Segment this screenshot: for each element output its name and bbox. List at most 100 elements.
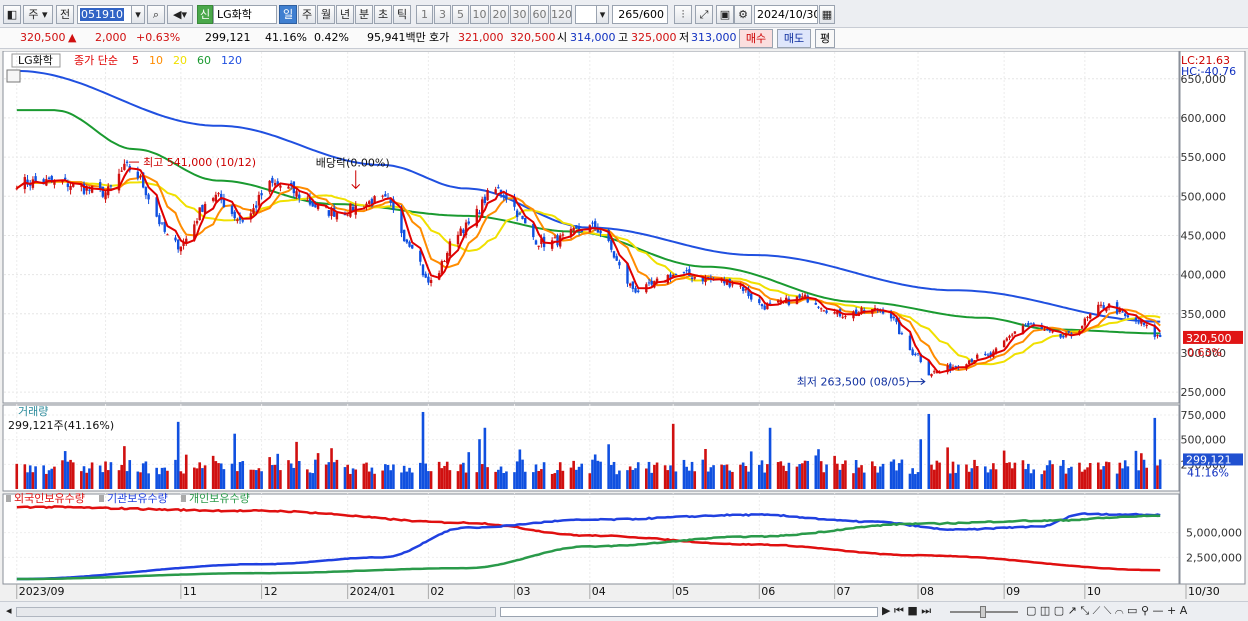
volume-bar — [324, 464, 328, 489]
candle-body — [914, 353, 917, 356]
stock-chart[interactable]: 650,000 600,000 550,000 500,000 450,000 400,0… — [0, 51, 1248, 601]
prev-button[interactable]: 전 — [56, 5, 74, 24]
candle-body — [287, 186, 290, 189]
count-field[interactable]: 265/600 — [612, 5, 668, 24]
volume-bar — [836, 463, 839, 489]
candle-body — [612, 251, 616, 258]
quote-bar: 320,500 ▲ 2,000 +0.63% 299,121 41.16% 0.… — [0, 28, 1248, 49]
candle-body — [682, 271, 686, 273]
volume-bar — [408, 467, 411, 489]
interval-button-6[interactable]: 60 — [530, 5, 549, 24]
candle-icon[interactable]: ⫶ — [674, 5, 692, 24]
candle-body — [637, 290, 640, 292]
scrollbar-track[interactable] — [16, 607, 496, 617]
calendar-icon[interactable]: ▦ — [819, 5, 835, 24]
nav-controls[interactable]: ▶ ⏮ ■ ⏭ — [882, 604, 932, 617]
interval-button-2[interactable]: 5 — [452, 5, 469, 24]
candle-body — [580, 230, 583, 233]
gear-icon[interactable]: ⚙ — [734, 5, 752, 24]
candle-body — [389, 198, 392, 203]
candle-body — [1029, 323, 1033, 325]
holding-line-2 — [16, 514, 1161, 581]
volume-bar — [763, 472, 766, 489]
candle-body — [803, 294, 807, 297]
volume-bar — [381, 470, 384, 489]
volume-bar — [653, 464, 656, 489]
candle-body — [367, 201, 371, 204]
period-tab-1[interactable]: 주 — [298, 5, 316, 24]
candle-body — [1027, 323, 1030, 326]
layout-icon[interactable]: ◧ — [3, 5, 21, 24]
volume-bar — [136, 471, 140, 489]
eval-button[interactable]: 평 — [815, 29, 835, 48]
interval-button-5[interactable]: 30 — [510, 5, 529, 24]
volume-bar — [1059, 465, 1062, 489]
code-dropdown-icon[interactable]: ▾ — [131, 5, 145, 24]
code-input[interactable]: 051910 — [77, 5, 145, 24]
save-icon[interactable]: ▣ — [716, 5, 734, 24]
candle-body — [967, 360, 971, 365]
tool-icons[interactable]: ▢ ◫ ▢ ↗ ⤡ ⟋ ⟍ ⌒ ▭ ⚲ — + A — [1026, 604, 1188, 617]
candle-body — [201, 204, 204, 212]
ask2-value: 320,500 — [510, 31, 556, 44]
volume-bar — [297, 460, 301, 489]
volume-bar — [440, 468, 444, 489]
scroll-left-icon[interactable]: ◂ — [6, 604, 12, 617]
period-tab-5[interactable]: 초 — [374, 5, 392, 24]
period-tab-6[interactable]: 틱 — [393, 5, 411, 24]
draw-icon[interactable]: ⤢ — [695, 5, 713, 24]
period-tab-4[interactable]: 분 — [355, 5, 373, 24]
period-tab-2[interactable]: 월 — [317, 5, 335, 24]
candle-body — [405, 239, 409, 243]
interval-button-0[interactable]: 1 — [416, 5, 433, 24]
volume-bar — [166, 470, 169, 489]
zoom-handle[interactable] — [980, 606, 986, 618]
volume-bar — [1086, 467, 1089, 489]
scrollbar-thumb[interactable] — [500, 607, 878, 617]
ask1-value: 321,000 — [458, 31, 504, 44]
volume-bar — [249, 469, 253, 489]
volume-bar — [803, 460, 807, 489]
period-select[interactable]: 주 ▾ — [23, 5, 53, 24]
candle-body — [214, 194, 218, 202]
date-input[interactable]: 2024/10/30 — [754, 5, 818, 24]
amount-value: 95,941백만 — [367, 31, 426, 44]
volume-bar — [540, 469, 543, 489]
candle-body — [741, 287, 745, 292]
volume-bar — [1021, 460, 1025, 489]
sound-icon[interactable]: ◀▾ — [167, 5, 193, 24]
volume-bar — [459, 464, 462, 489]
interval-button-4[interactable]: 20 — [490, 5, 509, 24]
volume-bar — [50, 468, 54, 489]
interval-dropdown-icon[interactable]: ▾ — [596, 5, 609, 24]
volume-bar — [994, 469, 998, 489]
interval-button-7[interactable]: 120 — [550, 5, 572, 24]
candle-body — [951, 367, 955, 369]
volume-bar — [1078, 462, 1081, 489]
period-tab-3[interactable]: 년 — [336, 5, 354, 24]
volume-bar — [645, 468, 648, 489]
volume-bar — [1153, 417, 1157, 489]
search-icon[interactable]: ⌕ — [147, 5, 165, 24]
volume-bar — [523, 471, 527, 489]
interval-button-3[interactable]: 10 — [470, 5, 489, 24]
volume-bar — [346, 464, 349, 489]
candle-body — [758, 299, 761, 304]
candle-body — [98, 182, 102, 189]
volume-bar — [881, 463, 885, 489]
volume-bar — [636, 462, 640, 489]
volume-bar — [31, 472, 35, 489]
volume-bar — [860, 465, 863, 489]
candle-body — [1126, 315, 1130, 318]
volume-bar — [550, 473, 554, 489]
volume-bar — [427, 471, 430, 489]
candle-body — [898, 320, 901, 335]
interval-button-1[interactable]: 3 — [434, 5, 451, 24]
volume-bar — [701, 459, 705, 489]
volume-bar — [104, 461, 107, 489]
sell-button[interactable]: 매도 — [777, 29, 811, 48]
volume-bar — [276, 453, 280, 489]
period-tab-0[interactable]: 일 — [279, 5, 297, 24]
buy-button[interactable]: 매수 — [739, 29, 773, 48]
candle-body — [1010, 334, 1014, 336]
